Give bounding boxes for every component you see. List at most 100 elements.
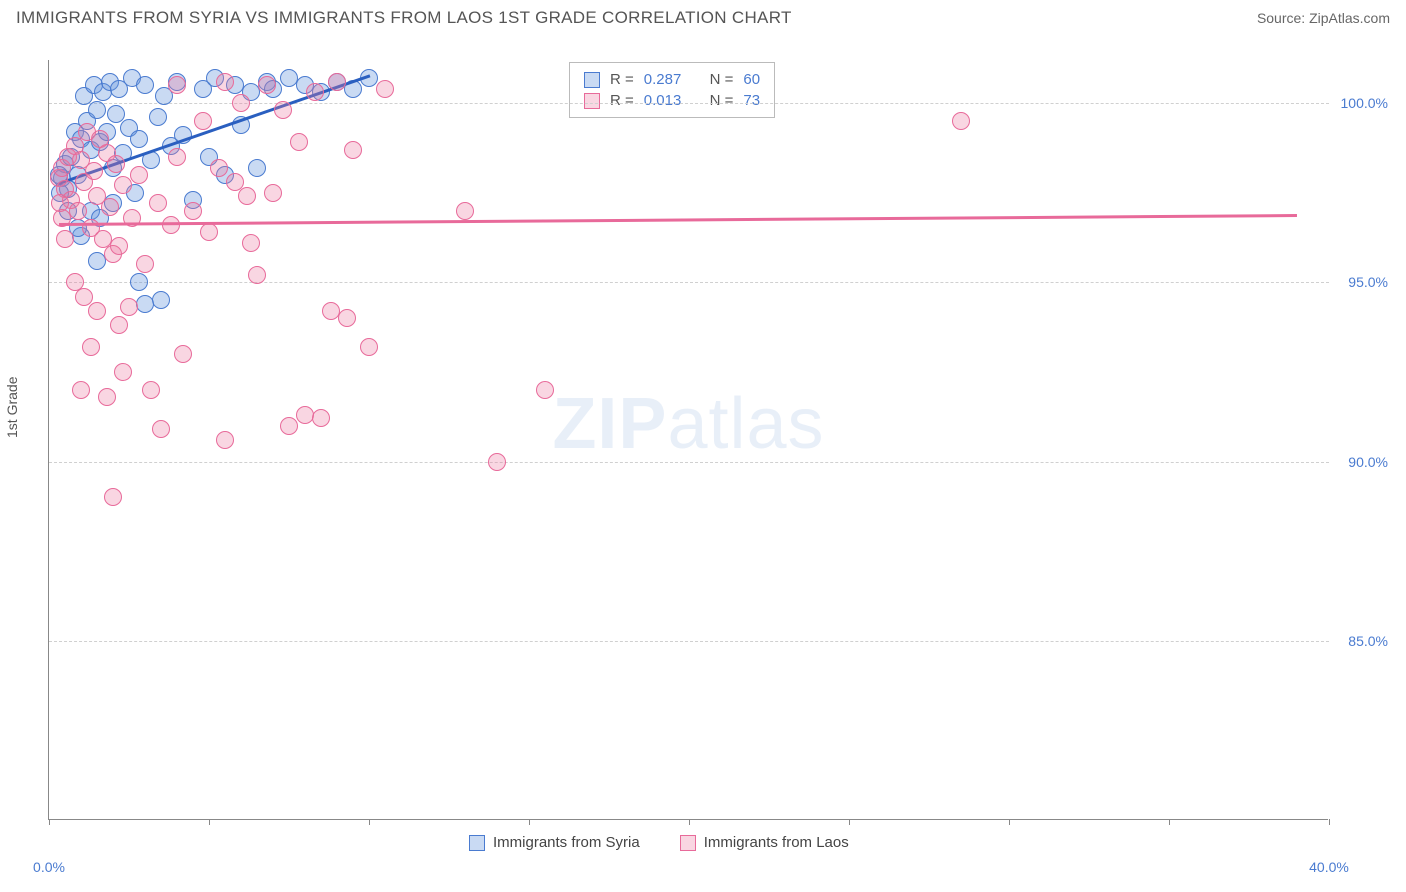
- y-tick-label: 95.0%: [1348, 274, 1388, 290]
- n-label-laos: N =: [710, 92, 734, 109]
- x-tick: [849, 819, 850, 825]
- x-tick: [49, 819, 50, 825]
- scatter-marker: [136, 255, 154, 273]
- scatter-marker: [210, 159, 228, 177]
- legend-label-laos: Immigrants from Laos: [704, 834, 849, 851]
- y-tick-label: 100.0%: [1341, 95, 1388, 111]
- scatter-marker: [114, 176, 132, 194]
- scatter-marker: [56, 230, 74, 248]
- scatter-marker: [142, 381, 160, 399]
- scatter-marker: [488, 453, 506, 471]
- watermark-atlas: atlas: [667, 384, 824, 464]
- stats-row-syria: R = 0.287 N = 60: [584, 69, 760, 90]
- x-tick: [1329, 819, 1330, 825]
- x-tick: [1169, 819, 1170, 825]
- x-tick: [529, 819, 530, 825]
- source-prefix: Source:: [1257, 10, 1309, 26]
- swatch-laos: [584, 93, 600, 109]
- legend-swatch-laos: [680, 835, 696, 851]
- n-value-laos: 73: [743, 92, 760, 109]
- legend-swatch-syria: [469, 835, 485, 851]
- x-tick-label: 0.0%: [33, 859, 65, 875]
- r-value-syria: 0.287: [644, 71, 682, 88]
- scatter-marker: [952, 112, 970, 130]
- scatter-marker: [130, 166, 148, 184]
- scatter-marker: [290, 133, 308, 151]
- gridline-h: [49, 282, 1329, 283]
- scatter-marker: [82, 338, 100, 356]
- x-tick-label: 40.0%: [1309, 859, 1349, 875]
- r-label-syria: R =: [610, 71, 634, 88]
- scatter-marker: [296, 406, 314, 424]
- scatter-marker: [104, 488, 122, 506]
- legend-item-laos: Immigrants from Laos: [680, 834, 849, 851]
- source-attribution: Source: ZipAtlas.com: [1257, 10, 1390, 26]
- x-tick: [1009, 819, 1010, 825]
- scatter-marker: [456, 202, 474, 220]
- n-value-syria: 60: [743, 71, 760, 88]
- scatter-marker: [242, 234, 260, 252]
- scatter-marker: [69, 202, 87, 220]
- scatter-marker: [264, 184, 282, 202]
- scatter-marker: [376, 80, 394, 98]
- swatch-syria: [584, 72, 600, 88]
- y-axis-label: 1st Grade: [4, 377, 20, 438]
- n-label-syria: N =: [710, 71, 734, 88]
- scatter-marker: [152, 291, 170, 309]
- scatter-marker: [536, 381, 554, 399]
- scatter-marker: [85, 162, 103, 180]
- scatter-marker: [114, 363, 132, 381]
- scatter-marker: [184, 202, 202, 220]
- scatter-marker: [200, 223, 218, 241]
- scatter-marker: [149, 108, 167, 126]
- x-tick: [209, 819, 210, 825]
- scatter-marker: [168, 148, 186, 166]
- scatter-marker: [88, 302, 106, 320]
- r-value-laos: 0.013: [644, 92, 682, 109]
- source-name: ZipAtlas.com: [1309, 10, 1390, 26]
- y-tick-label: 85.0%: [1348, 633, 1388, 649]
- scatter-marker: [174, 345, 192, 363]
- scatter-marker: [120, 298, 138, 316]
- legend-item-syria: Immigrants from Syria: [469, 834, 640, 851]
- scatter-marker: [274, 101, 292, 119]
- trend-line: [59, 214, 1297, 225]
- legend-label-syria: Immigrants from Syria: [493, 834, 640, 851]
- scatter-marker: [130, 273, 148, 291]
- scatter-marker: [110, 316, 128, 334]
- scatter-marker: [338, 309, 356, 327]
- scatter-marker: [88, 101, 106, 119]
- scatter-marker: [306, 83, 324, 101]
- chart-container: ZIPatlas R = 0.287 N = 60 R = 0.013 N = …: [48, 60, 1388, 820]
- scatter-marker: [238, 187, 256, 205]
- bottom-legend: Immigrants from Syria Immigrants from La…: [469, 834, 849, 851]
- scatter-marker: [98, 388, 116, 406]
- scatter-marker: [194, 112, 212, 130]
- scatter-marker: [216, 431, 234, 449]
- scatter-marker: [280, 417, 298, 435]
- x-tick: [369, 819, 370, 825]
- scatter-marker: [248, 266, 266, 284]
- scatter-marker: [136, 76, 154, 94]
- scatter-marker: [51, 194, 69, 212]
- scatter-marker: [344, 141, 362, 159]
- r-label-laos: R =: [610, 92, 634, 109]
- scatter-marker: [130, 130, 148, 148]
- scatter-marker: [168, 76, 186, 94]
- scatter-marker: [232, 94, 250, 112]
- scatter-marker: [149, 194, 167, 212]
- x-tick: [689, 819, 690, 825]
- stats-box: R = 0.287 N = 60 R = 0.013 N = 73: [569, 62, 775, 118]
- scatter-marker: [258, 76, 276, 94]
- stats-row-laos: R = 0.013 N = 73: [584, 90, 760, 111]
- watermark: ZIPatlas: [552, 383, 824, 465]
- scatter-marker: [107, 155, 125, 173]
- scatter-marker: [216, 73, 234, 91]
- gridline-h: [49, 462, 1329, 463]
- scatter-marker: [72, 381, 90, 399]
- scatter-marker: [360, 338, 378, 356]
- scatter-marker: [162, 216, 180, 234]
- scatter-marker: [312, 409, 330, 427]
- watermark-zip: ZIP: [552, 384, 667, 464]
- plot-area: ZIPatlas R = 0.287 N = 60 R = 0.013 N = …: [48, 60, 1328, 820]
